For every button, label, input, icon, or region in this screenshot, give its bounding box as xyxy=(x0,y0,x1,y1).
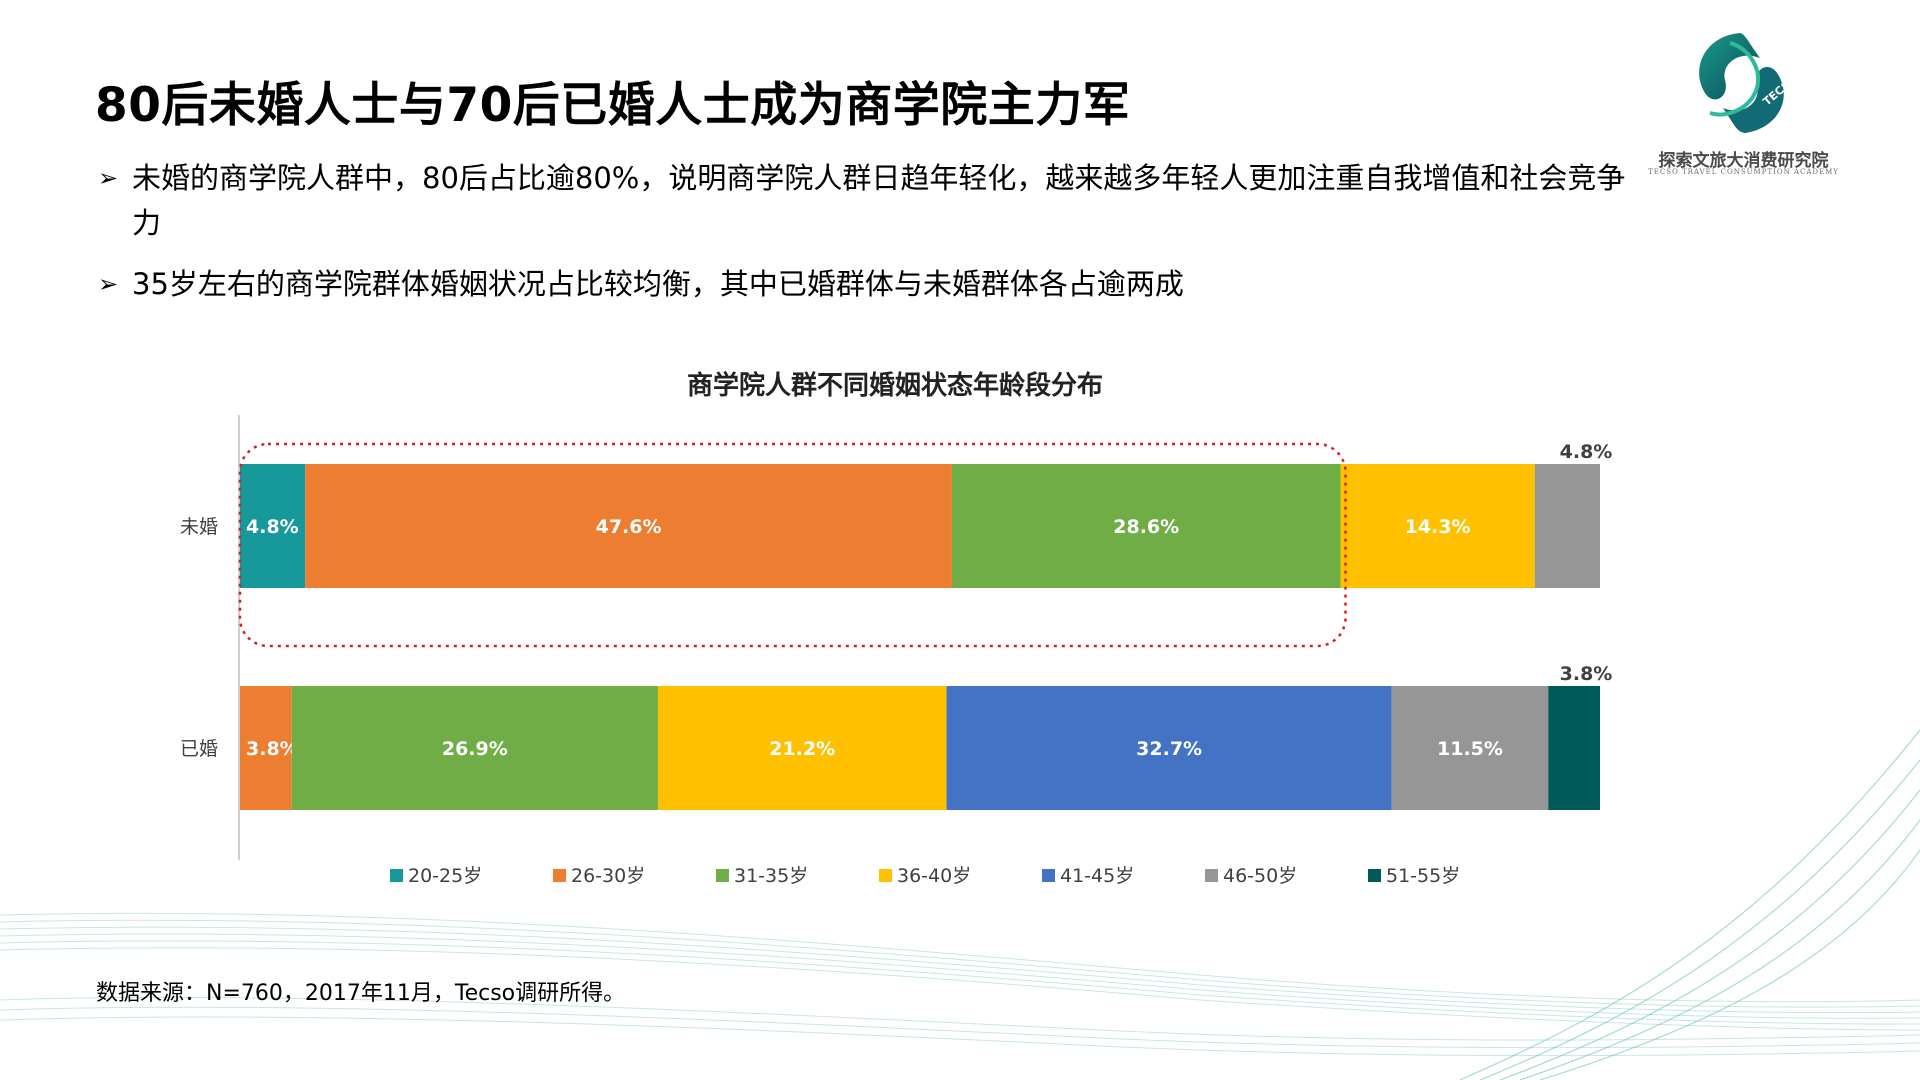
legend-label: 20-25岁 xyxy=(408,865,482,887)
data-source-note: 数据来源：N=760，2017年11月，Tecso调研所得。 xyxy=(96,981,626,1006)
bar-segment xyxy=(1534,464,1600,588)
tecso-logo: TECSO 探索文旅大消费研究院 TECSO TRAVEL CONSUMPTIO… xyxy=(1640,28,1840,178)
data-label: 4.8% xyxy=(246,516,299,538)
data-label: 3.8% xyxy=(1560,663,1613,685)
legend-swatch xyxy=(390,869,403,882)
legend-swatch xyxy=(1368,869,1381,882)
bar-segment xyxy=(951,464,1341,588)
bar-segment xyxy=(240,686,292,810)
legend-label: 31-35岁 xyxy=(734,865,808,887)
bullet-list: ➢ 未婚的商学院人群中，80后占比逾80%，说明商学院人群日趋年轻化，越来越多年… xyxy=(98,156,1638,323)
data-label: 26.9% xyxy=(442,738,508,760)
page-title: 80后未婚人士与70后已婚人士成为商学院主力军 xyxy=(95,78,1131,133)
data-label: 14.3% xyxy=(1405,516,1471,538)
bar-segment xyxy=(1548,686,1600,810)
data-label: 3.8% xyxy=(246,738,299,760)
bar-segment xyxy=(657,686,947,810)
legend-swatch xyxy=(879,869,892,882)
legend-label: 51-55岁 xyxy=(1386,865,1460,887)
legend-swatch xyxy=(553,869,566,882)
data-label: 47.6% xyxy=(596,516,662,538)
bar-segment xyxy=(305,464,952,588)
bar-segment xyxy=(1391,686,1549,810)
legend-label: 26-30岁 xyxy=(571,865,645,887)
data-label: 32.7% xyxy=(1136,738,1202,760)
logo-english-name: TECSO TRAVEL CONSUMPTION ACADEMY xyxy=(1648,168,1839,176)
legend-swatch xyxy=(1205,869,1218,882)
legend-label: 41-45岁 xyxy=(1060,865,1134,887)
bullet-item: ➢ 35岁左右的商学院群体婚姻状况占比较均衡，其中已婚群体与未婚群体各占逾两成 xyxy=(98,262,1638,307)
logo-chinese-name: 探索文旅大消费研究院 xyxy=(1658,151,1829,171)
bullet-text: 35岁左右的商学院群体婚姻状况占比较均衡，其中已婚群体与未婚群体各占逾两成 xyxy=(132,267,1184,301)
category-label: 未婚 xyxy=(180,516,218,538)
bar-segment xyxy=(946,686,1392,810)
data-label: 4.8% xyxy=(1560,441,1613,463)
legend-swatch xyxy=(716,869,729,882)
category-label: 已婚 xyxy=(180,738,218,760)
bar-segment xyxy=(1340,464,1535,588)
bar-segment xyxy=(291,686,658,810)
legend-label: 36-40岁 xyxy=(897,865,971,887)
data-label: 28.6% xyxy=(1113,516,1179,538)
arrow-bullet-icon: ➢ xyxy=(98,164,119,192)
tecso-logo-icon: TECSO xyxy=(1699,33,1795,133)
chart-title: 商学院人群不同婚姻状态年龄段分布 xyxy=(687,370,1103,401)
legend-swatch xyxy=(1042,869,1055,882)
arrow-bullet-icon: ➢ xyxy=(98,270,119,298)
bar-segment xyxy=(240,464,306,588)
bullet-item: ➢ 未婚的商学院人群中，80后占比逾80%，说明商学院人群日趋年轻化，越来越多年… xyxy=(98,156,1638,246)
data-label: 11.5% xyxy=(1437,738,1503,760)
legend-label: 46-50岁 xyxy=(1223,865,1297,887)
bullet-text: 未婚的商学院人群中，80后占比逾80%，说明商学院人群日趋年轻化，越来越多年轻人… xyxy=(132,161,1626,240)
data-label: 21.2% xyxy=(769,738,835,760)
highlight-box xyxy=(238,442,1347,648)
